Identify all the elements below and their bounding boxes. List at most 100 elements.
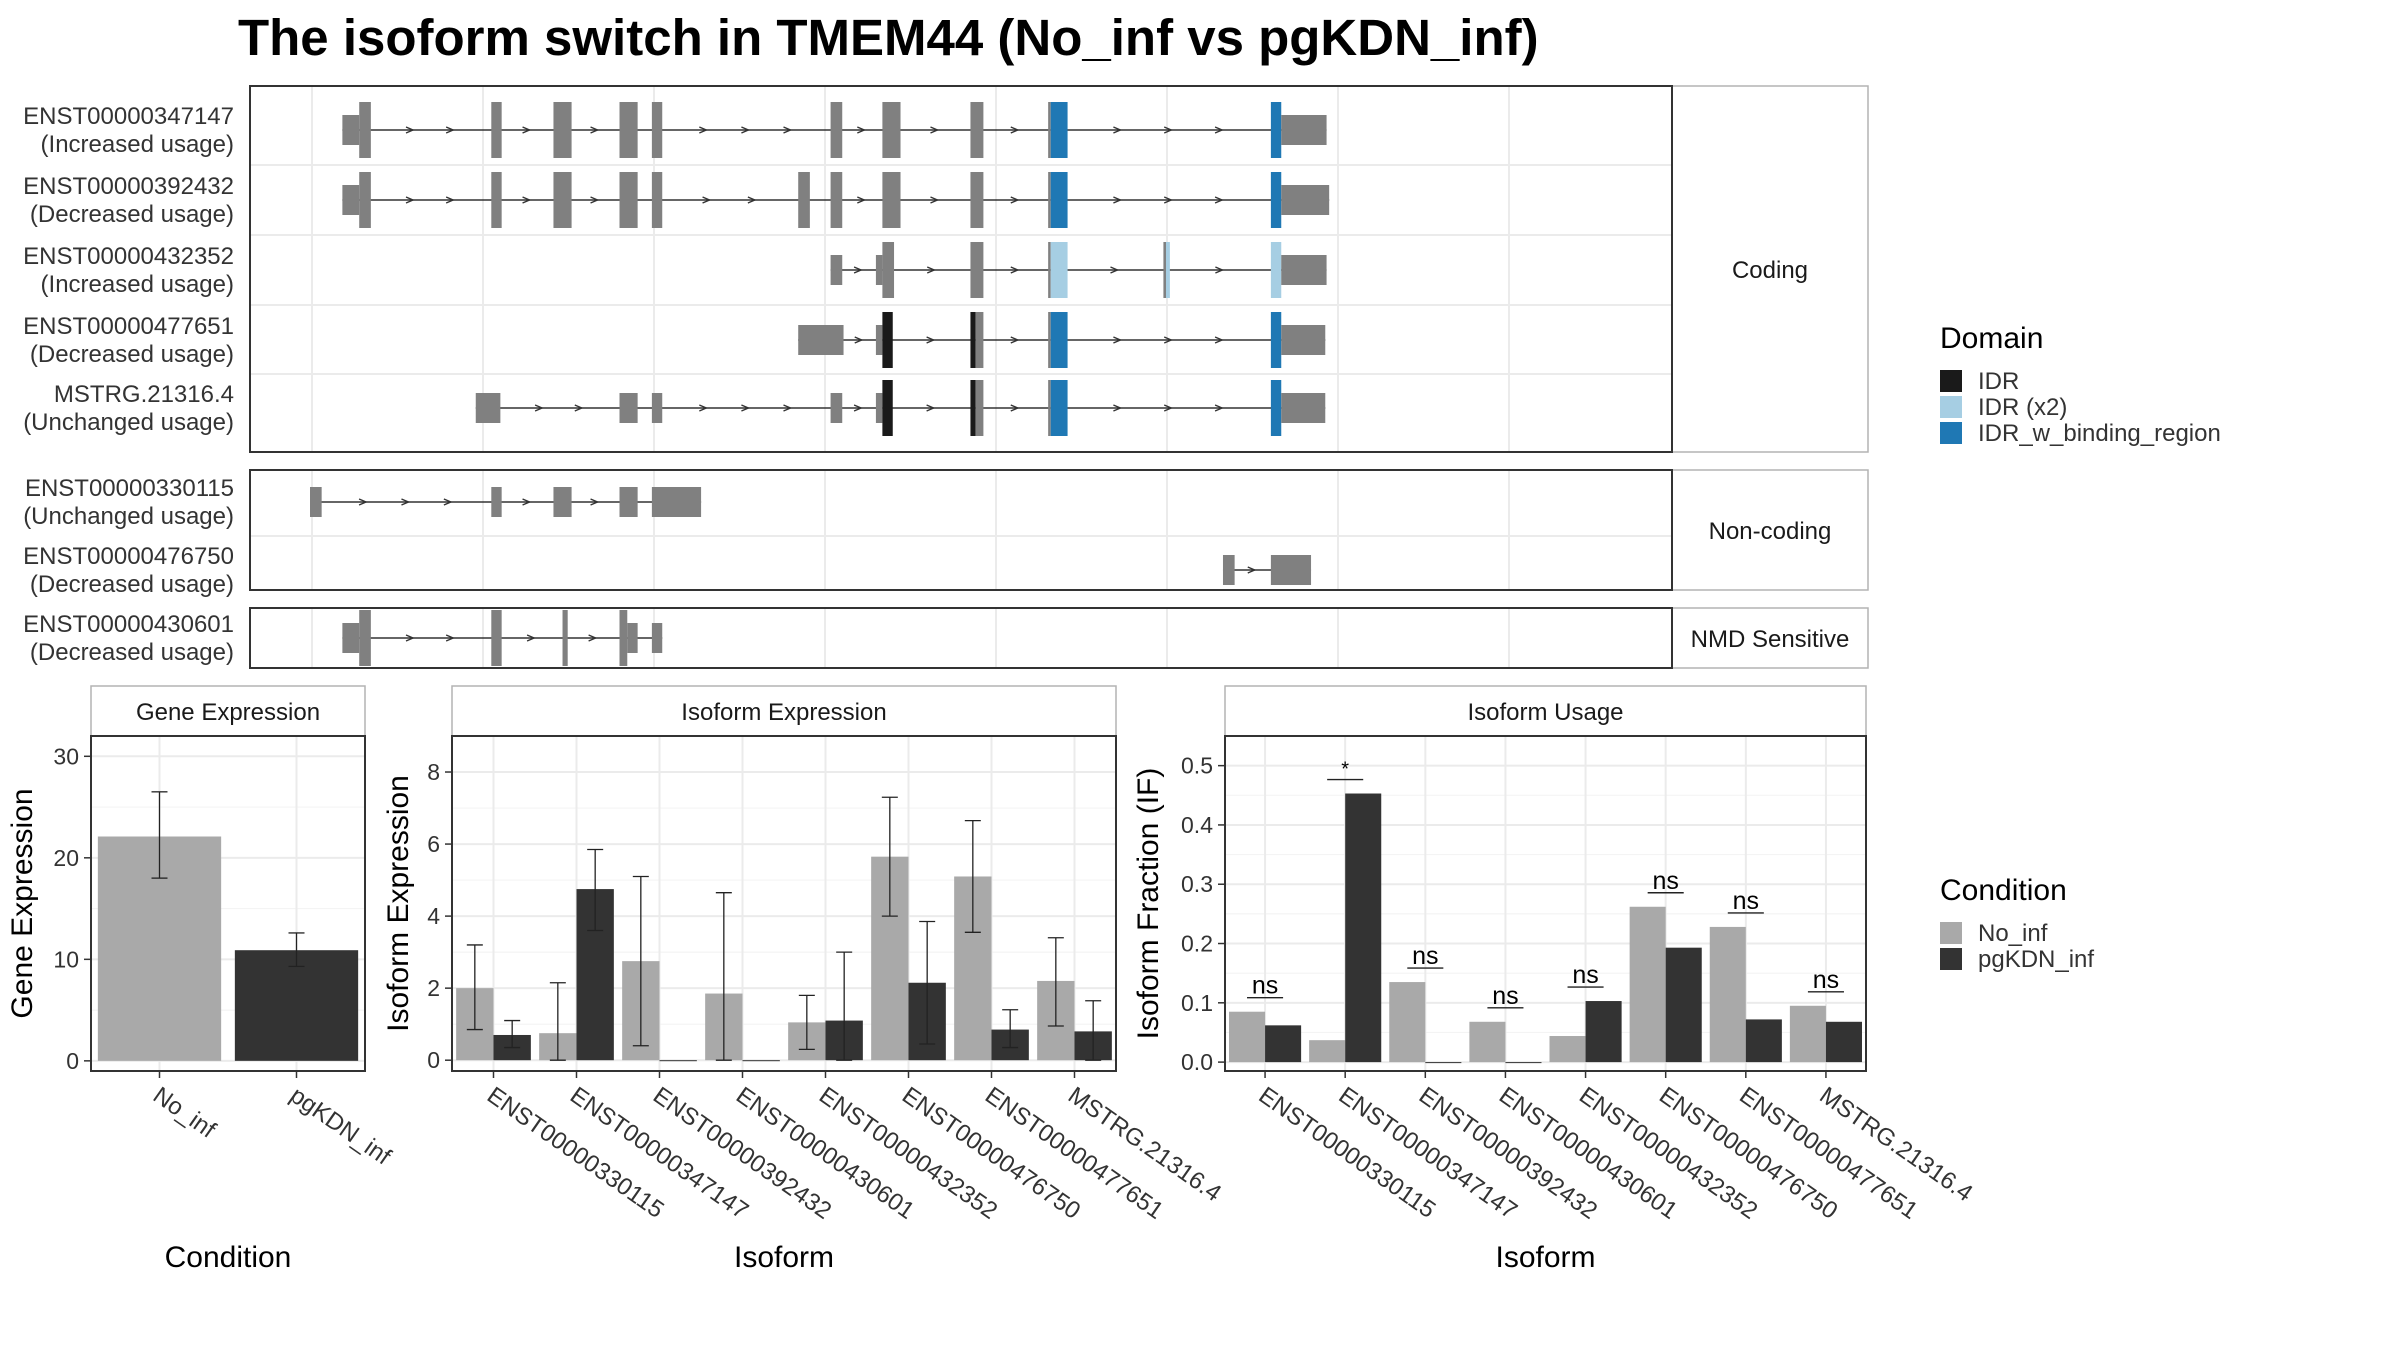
y-tick-label: 0.4: [1181, 812, 1213, 838]
transcript-usage-label: (Decreased usage): [30, 201, 234, 228]
exon-block: [553, 102, 572, 158]
transcript-id-label: ENST00000392432: [23, 173, 234, 200]
intron-direction-arrow: [930, 126, 940, 134]
y-tick-label: 6: [427, 831, 440, 857]
intron-direction-arrow: [405, 196, 415, 204]
exon-domain-binding: [1270, 172, 1282, 228]
bar: [1665, 947, 1702, 1063]
transcript-ENST00000392432: ENST00000392432(Decreased usage): [23, 172, 1330, 228]
bar: [1425, 1062, 1462, 1064]
intron-direction-arrow: [857, 196, 867, 204]
legend-swatch: [1940, 922, 1962, 944]
legend-title: Condition: [1940, 874, 2067, 907]
transcript-id-label: ENST00000477651: [23, 313, 234, 340]
intron-direction-arrow: [1163, 336, 1174, 344]
exon-block: [1048, 242, 1051, 298]
y-tick-label: 0.3: [1181, 871, 1213, 897]
exon-block: [882, 242, 895, 298]
facet-strip: [1671, 469, 1869, 591]
exon-block: [970, 172, 984, 228]
chart-title: Isoform Expression: [681, 699, 886, 726]
transcript-ENST00000330115: ENST00000330115(Unchanged usage): [23, 475, 702, 530]
intron-direction-arrow: [522, 126, 532, 134]
legend-swatch: [1940, 948, 1962, 970]
intron-direction-arrow: [1113, 404, 1123, 412]
transcript-usage-label: (Increased usage): [41, 131, 234, 158]
intron-direction-arrow: [522, 498, 532, 506]
exon-block: [475, 393, 501, 423]
exon-block: [359, 610, 371, 666]
transcript-id-label: ENST00000476750: [23, 543, 234, 570]
exon-block: [882, 172, 901, 228]
panel-background: [250, 86, 1672, 452]
transcript-usage-label: (Increased usage): [41, 271, 234, 298]
legend-title: Domain: [1940, 322, 2043, 355]
exon-block: [1281, 115, 1327, 145]
bar: [1709, 926, 1746, 1063]
y-tick-label: 8: [427, 759, 440, 785]
x-axis-title: Isoform: [734, 1241, 834, 1274]
facet-strip-label: Non-coding: [1709, 518, 1832, 545]
y-axis-title: Isoform Expression: [382, 775, 415, 1032]
transcript-ENST00000432352: ENST00000432352(Increased usage): [23, 242, 1327, 298]
exon-block: [1281, 185, 1330, 215]
exon-block: [875, 325, 883, 355]
legend-swatch: [1940, 396, 1962, 418]
exon-block: [619, 102, 638, 158]
exon-block: [651, 102, 663, 158]
exon-block: [1048, 102, 1051, 158]
y-tick-label: 30: [53, 743, 79, 769]
exon-block: [798, 325, 844, 355]
y-axis-title: Gene Expression: [6, 788, 39, 1018]
bar: [1469, 1021, 1506, 1063]
exon-block: [875, 393, 883, 423]
intron-direction-arrow: [445, 634, 455, 642]
bar: [742, 1060, 780, 1062]
intron-direction-arrow: [853, 404, 863, 412]
exon-domain-x2: [1050, 242, 1068, 298]
transcript-ENST00000430601: ENST00000430601(Decreased usage): [23, 610, 663, 666]
gene-expression-chart: Gene Expression 0 10 20 30 No_inf pgKDN_inf Con…: [6, 685, 396, 1274]
exon-block: [975, 380, 984, 436]
bar: [234, 950, 359, 1061]
intron-direction-arrow: [926, 404, 936, 412]
facet-strip: [1671, 85, 1869, 453]
y-tick-label: 0: [427, 1047, 440, 1073]
exon-block: [798, 172, 810, 228]
x-axis-title: Condition: [165, 1241, 292, 1274]
intron-direction-arrow: [926, 266, 937, 274]
exon-block: [1281, 393, 1326, 423]
exon-domain-binding: [1050, 312, 1068, 368]
legend-swatch: [1940, 370, 1962, 392]
exon-domain-idr: [882, 312, 893, 368]
intron-direction-arrow: [1010, 404, 1020, 412]
facet-strip-label: Coding: [1732, 257, 1808, 284]
exon-block: [651, 487, 702, 517]
transcript-id-label: MSTRG.21316.4: [54, 381, 234, 408]
intron-direction-arrow: [699, 126, 709, 134]
y-tick-label: 0.1: [1181, 990, 1213, 1016]
exon-block: [619, 393, 638, 423]
transcript-id-label: ENST00000330115: [25, 475, 234, 502]
exon-block: [651, 172, 663, 228]
significance-label: ns: [1572, 961, 1598, 989]
exon-block: [1281, 325, 1326, 355]
intron-direction-arrow: [1010, 336, 1020, 344]
bar: [1825, 1021, 1862, 1063]
intron-direction-arrow: [1163, 126, 1174, 134]
bar: [1549, 1036, 1586, 1063]
exon-block: [970, 242, 984, 298]
intron-direction-arrow: [1247, 566, 1257, 574]
transcript-ENST00000477651: ENST00000477651(Decreased usage): [23, 312, 1326, 368]
intron-direction-arrow: [588, 634, 598, 642]
x-tick-label: No_inf: [148, 1082, 221, 1144]
y-axis-title: Isoform Fraction (IF): [1132, 768, 1165, 1040]
transcript-id-label: ENST00000432352: [23, 243, 234, 270]
bar: [1265, 1025, 1302, 1063]
significance-label: ns: [1733, 887, 1759, 915]
intron-direction-arrow: [783, 404, 793, 412]
transcript-usage-label: (Unchanged usage): [23, 503, 234, 530]
significance-label: ns: [1412, 942, 1438, 970]
